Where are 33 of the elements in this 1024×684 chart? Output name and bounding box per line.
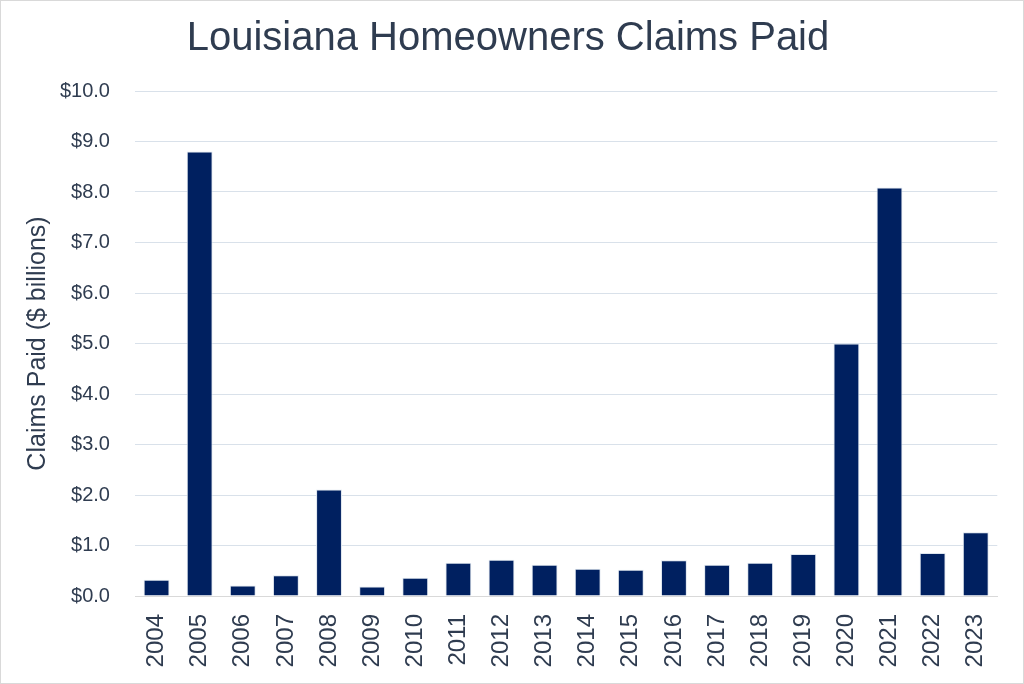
y-tick-label: $3.0: [71, 432, 110, 455]
chart-title: Louisiana Homeowners Claims Paid: [186, 14, 830, 59]
x-tick-label: 2019: [787, 614, 815, 668]
x-tick-label: 2021: [874, 614, 902, 668]
y-tick-label: $1.0: [71, 533, 110, 556]
x-tick-label: 2005: [184, 614, 212, 668]
y-tick-label: $5.0: [71, 331, 110, 354]
x-tick-label: 2020: [831, 614, 859, 668]
x-tick-label: 2014: [572, 614, 600, 668]
x-tick-label: 2007: [270, 614, 298, 668]
x-tick-label: 2012: [486, 614, 514, 668]
y-tick-label: $10.0: [59, 78, 110, 101]
x-tick-label: 2010: [399, 614, 427, 668]
x-tick-label: 2006: [227, 614, 255, 668]
y-tick-label: $6.0: [71, 280, 110, 303]
x-tick-label: 2023: [960, 614, 988, 668]
y-tick-label: $4.0: [71, 381, 110, 404]
x-tick-label: 2015: [615, 614, 643, 668]
y-axis-title: Claims Paid ($ billions): [21, 216, 50, 471]
y-tick-label: $9.0: [71, 129, 110, 152]
x-tick-label: 2004: [141, 614, 169, 668]
x-tick-label: 2009: [356, 614, 384, 668]
x-tick-label: 2013: [529, 614, 557, 668]
x-tick-label: 2016: [658, 614, 686, 668]
x-tick-label: 2022: [917, 614, 945, 668]
x-tick-label: 2008: [313, 614, 341, 668]
y-tick-label: $7.0: [71, 230, 110, 253]
x-tick-label: 2017: [701, 614, 729, 668]
y-tick-label: $0.0: [71, 583, 110, 606]
x-tick-label: 2011: [442, 614, 470, 666]
y-tick-label: $8.0: [71, 179, 110, 202]
y-tick-label: $2.0: [71, 482, 110, 505]
x-tick-label: 2018: [744, 614, 772, 668]
